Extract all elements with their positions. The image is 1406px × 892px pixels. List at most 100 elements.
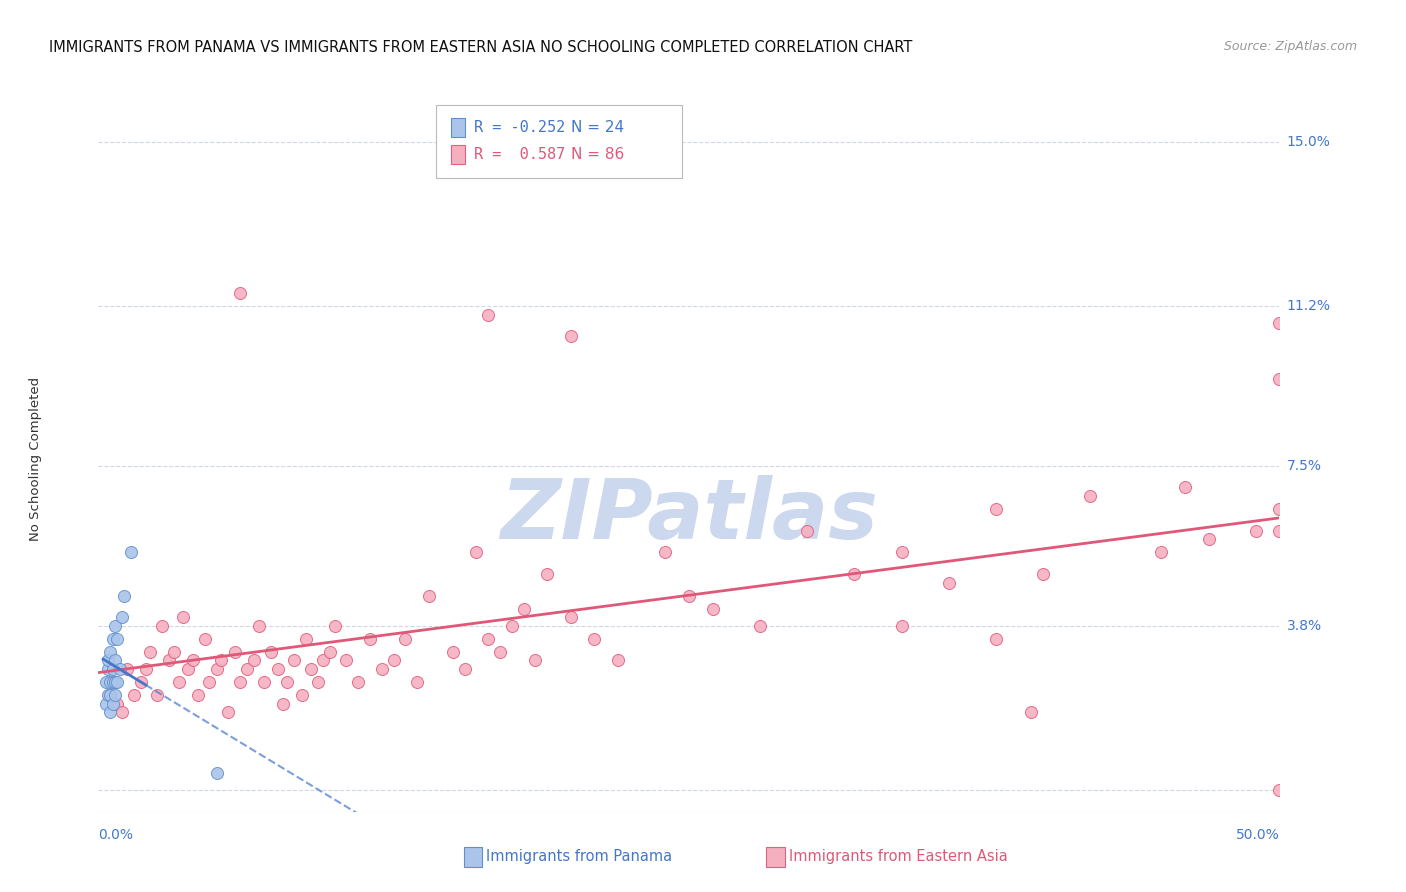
Point <box>465 545 488 559</box>
Point <box>984 502 1007 516</box>
Point <box>536 566 558 581</box>
Point <box>323 619 346 633</box>
Text: IMMIGRANTS FROM PANAMA VS IMMIGRANTS FROM EASTERN ASIA NO SCHOOLING COMPLETED CO: IMMIGRANTS FROM PANAMA VS IMMIGRANTS FRO… <box>49 40 912 55</box>
Point <box>890 619 912 633</box>
Point <box>382 653 405 667</box>
Point <box>441 645 464 659</box>
Point <box>1174 481 1197 495</box>
Point <box>583 632 606 646</box>
Point <box>104 653 127 667</box>
Point <box>276 675 298 690</box>
Point <box>299 662 322 676</box>
Point <box>501 619 523 633</box>
Point <box>121 545 143 559</box>
Point <box>115 662 138 676</box>
Point <box>111 706 134 720</box>
Point <box>347 675 370 690</box>
Point <box>1198 533 1220 547</box>
Point <box>1080 489 1102 503</box>
Point <box>453 662 475 676</box>
Point <box>94 675 117 690</box>
Point <box>98 675 121 690</box>
Point <box>489 645 512 659</box>
Point <box>312 653 335 667</box>
Text: ZIPatlas: ZIPatlas <box>501 475 877 557</box>
Point <box>512 601 534 615</box>
Point <box>205 765 228 780</box>
Point <box>98 688 121 702</box>
Point <box>146 688 169 702</box>
Point <box>224 645 246 659</box>
Point <box>112 589 135 603</box>
Point <box>172 610 194 624</box>
Point <box>98 706 121 720</box>
Point <box>236 662 259 676</box>
Point <box>938 575 960 590</box>
Point <box>1150 545 1173 559</box>
Point <box>101 675 124 690</box>
Point <box>205 662 228 676</box>
Text: Source: ZipAtlas.com: Source: ZipAtlas.com <box>1223 40 1357 54</box>
Point <box>167 675 190 690</box>
Point <box>217 706 239 720</box>
Point <box>97 688 120 702</box>
Point <box>181 653 204 667</box>
Point <box>418 589 440 603</box>
Point <box>560 329 582 343</box>
Point <box>177 662 200 676</box>
Point <box>229 285 252 300</box>
Text: N = 24: N = 24 <box>571 120 624 136</box>
Point <box>796 524 818 538</box>
Point <box>209 653 232 667</box>
Point <box>101 697 124 711</box>
Point <box>187 688 209 702</box>
Text: 7.5%: 7.5% <box>1286 458 1322 473</box>
Point <box>150 619 173 633</box>
Point <box>1244 524 1267 538</box>
Text: 50.0%: 50.0% <box>1236 828 1279 842</box>
Point <box>1268 372 1291 386</box>
Point <box>98 688 121 702</box>
Point <box>1021 706 1043 720</box>
Point <box>108 662 131 676</box>
Point <box>890 545 912 559</box>
Text: Immigrants from Panama: Immigrants from Panama <box>486 849 672 863</box>
Text: Immigrants from Eastern Asia: Immigrants from Eastern Asia <box>789 849 1008 863</box>
Point <box>371 662 394 676</box>
Point <box>319 645 342 659</box>
Point <box>139 645 162 659</box>
Text: 11.2%: 11.2% <box>1286 299 1330 313</box>
Point <box>271 697 294 711</box>
Point <box>359 632 381 646</box>
Point <box>104 688 127 702</box>
Text: N = 86: N = 86 <box>571 147 624 162</box>
Point <box>1268 783 1291 797</box>
Point <box>101 662 124 676</box>
Point <box>702 601 724 615</box>
Point <box>477 632 499 646</box>
Text: R =  0.587: R = 0.587 <box>474 147 565 162</box>
Point <box>267 662 290 676</box>
Point <box>1268 502 1291 516</box>
Point <box>247 619 270 633</box>
Point <box>229 675 252 690</box>
Point <box>97 662 120 676</box>
Point <box>1268 524 1291 538</box>
Text: No Schooling Completed: No Schooling Completed <box>28 377 42 541</box>
Point <box>1268 316 1291 330</box>
Point <box>607 653 630 667</box>
Point <box>260 645 283 659</box>
Point <box>105 697 128 711</box>
Point <box>748 619 770 633</box>
Point <box>253 675 276 690</box>
Point <box>122 688 145 702</box>
Point <box>243 653 266 667</box>
Point <box>307 675 329 690</box>
Point <box>105 632 128 646</box>
Point <box>477 308 499 322</box>
Point <box>394 632 416 646</box>
Point <box>135 662 157 676</box>
Point <box>844 566 866 581</box>
Text: 0.0%: 0.0% <box>98 828 134 842</box>
Text: 3.8%: 3.8% <box>1286 619 1322 632</box>
